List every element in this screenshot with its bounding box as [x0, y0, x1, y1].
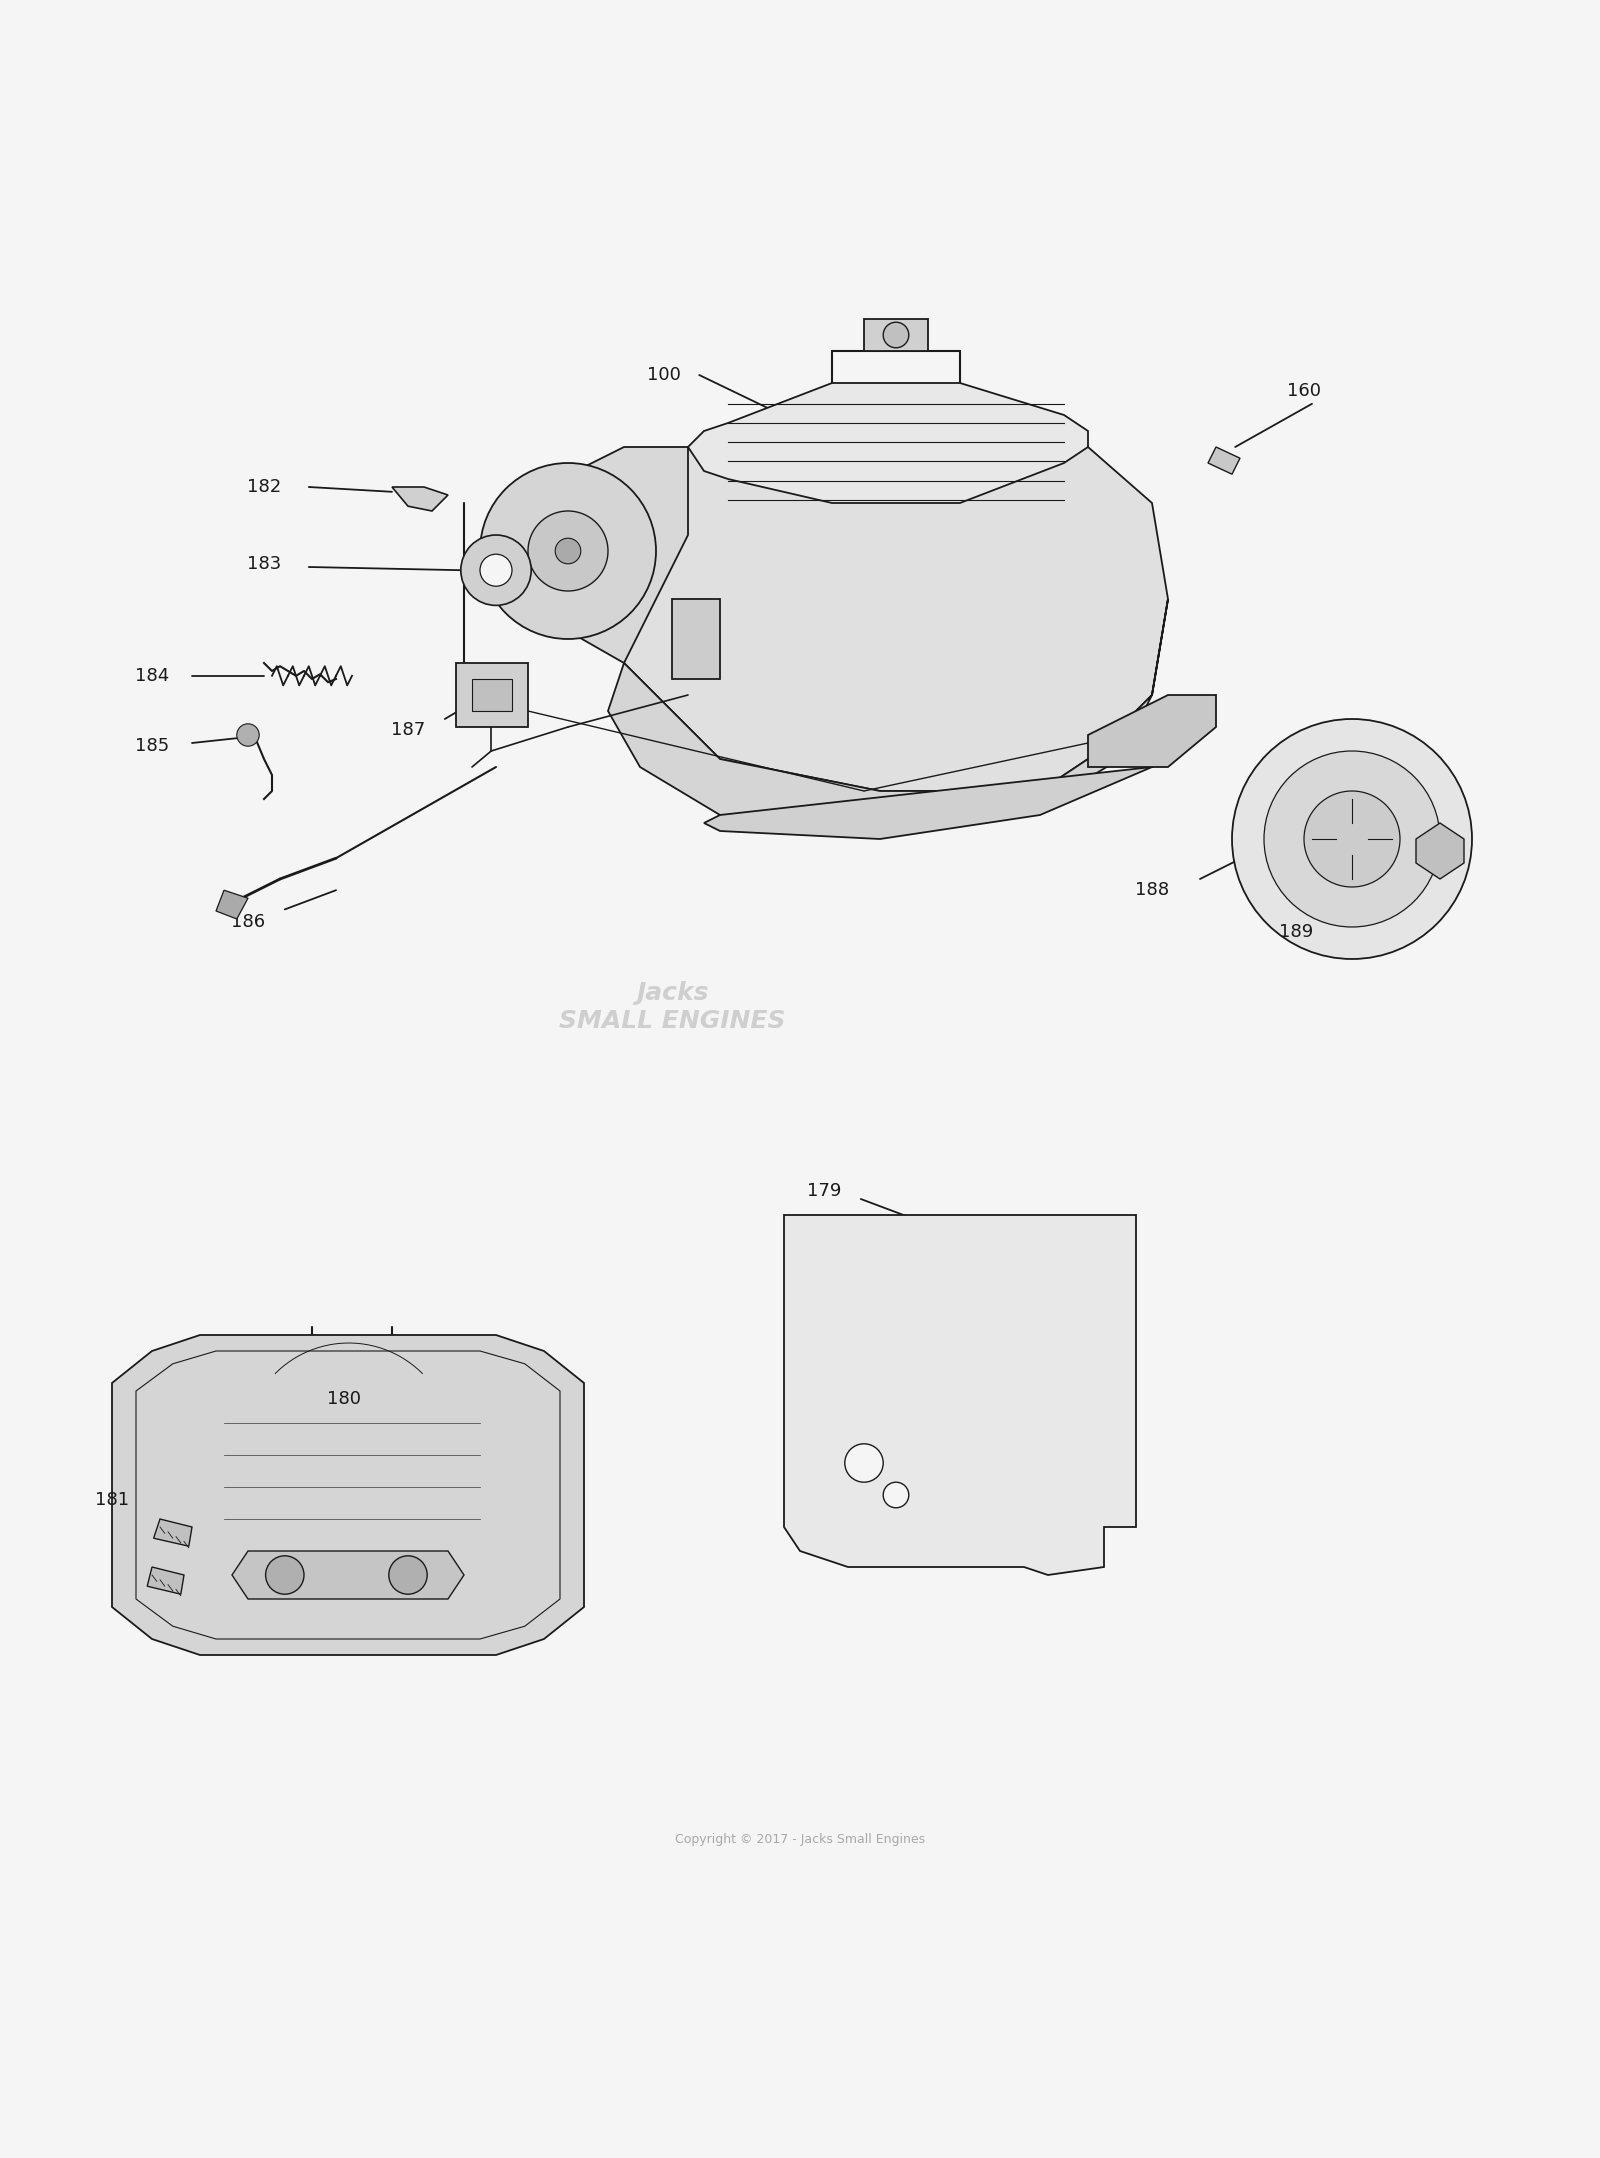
Polygon shape: [456, 663, 528, 727]
Polygon shape: [147, 1567, 184, 1595]
Polygon shape: [624, 447, 1168, 792]
Polygon shape: [232, 1552, 464, 1599]
Circle shape: [480, 555, 512, 587]
Polygon shape: [608, 600, 1168, 831]
Circle shape: [389, 1556, 427, 1595]
Circle shape: [528, 511, 608, 591]
Polygon shape: [512, 447, 688, 663]
Circle shape: [461, 535, 531, 606]
Text: 189: 189: [1278, 924, 1314, 941]
Text: 186: 186: [230, 913, 266, 932]
Polygon shape: [392, 488, 448, 511]
Circle shape: [1232, 719, 1472, 958]
Circle shape: [480, 464, 656, 639]
Circle shape: [883, 1483, 909, 1508]
Polygon shape: [864, 319, 928, 352]
Polygon shape: [216, 891, 248, 919]
Circle shape: [1304, 792, 1400, 887]
Text: 187: 187: [390, 721, 426, 740]
Polygon shape: [1208, 447, 1240, 475]
Circle shape: [883, 322, 909, 347]
Circle shape: [237, 723, 259, 747]
Text: 182: 182: [246, 479, 282, 496]
Text: 181: 181: [94, 1491, 130, 1508]
Polygon shape: [154, 1519, 192, 1545]
Polygon shape: [784, 1215, 1136, 1575]
Text: 184: 184: [134, 667, 170, 684]
Polygon shape: [472, 680, 512, 710]
Text: 180: 180: [326, 1390, 362, 1407]
Text: 183: 183: [246, 555, 282, 572]
Text: 188: 188: [1134, 880, 1170, 900]
Polygon shape: [112, 1336, 584, 1655]
Polygon shape: [672, 600, 720, 680]
Text: 100: 100: [646, 367, 682, 384]
Circle shape: [266, 1556, 304, 1595]
Circle shape: [555, 537, 581, 563]
Text: 179: 179: [806, 1183, 842, 1200]
Polygon shape: [1416, 822, 1464, 878]
Text: Copyright © 2017 - Jacks Small Engines: Copyright © 2017 - Jacks Small Engines: [675, 1832, 925, 1845]
Circle shape: [845, 1444, 883, 1483]
Polygon shape: [688, 382, 1088, 503]
Text: Jacks
SMALL ENGINES: Jacks SMALL ENGINES: [558, 982, 786, 1034]
Polygon shape: [704, 695, 1168, 839]
Polygon shape: [1088, 695, 1216, 766]
Circle shape: [1264, 751, 1440, 928]
Text: 160: 160: [1286, 382, 1322, 399]
Text: 185: 185: [134, 738, 170, 755]
